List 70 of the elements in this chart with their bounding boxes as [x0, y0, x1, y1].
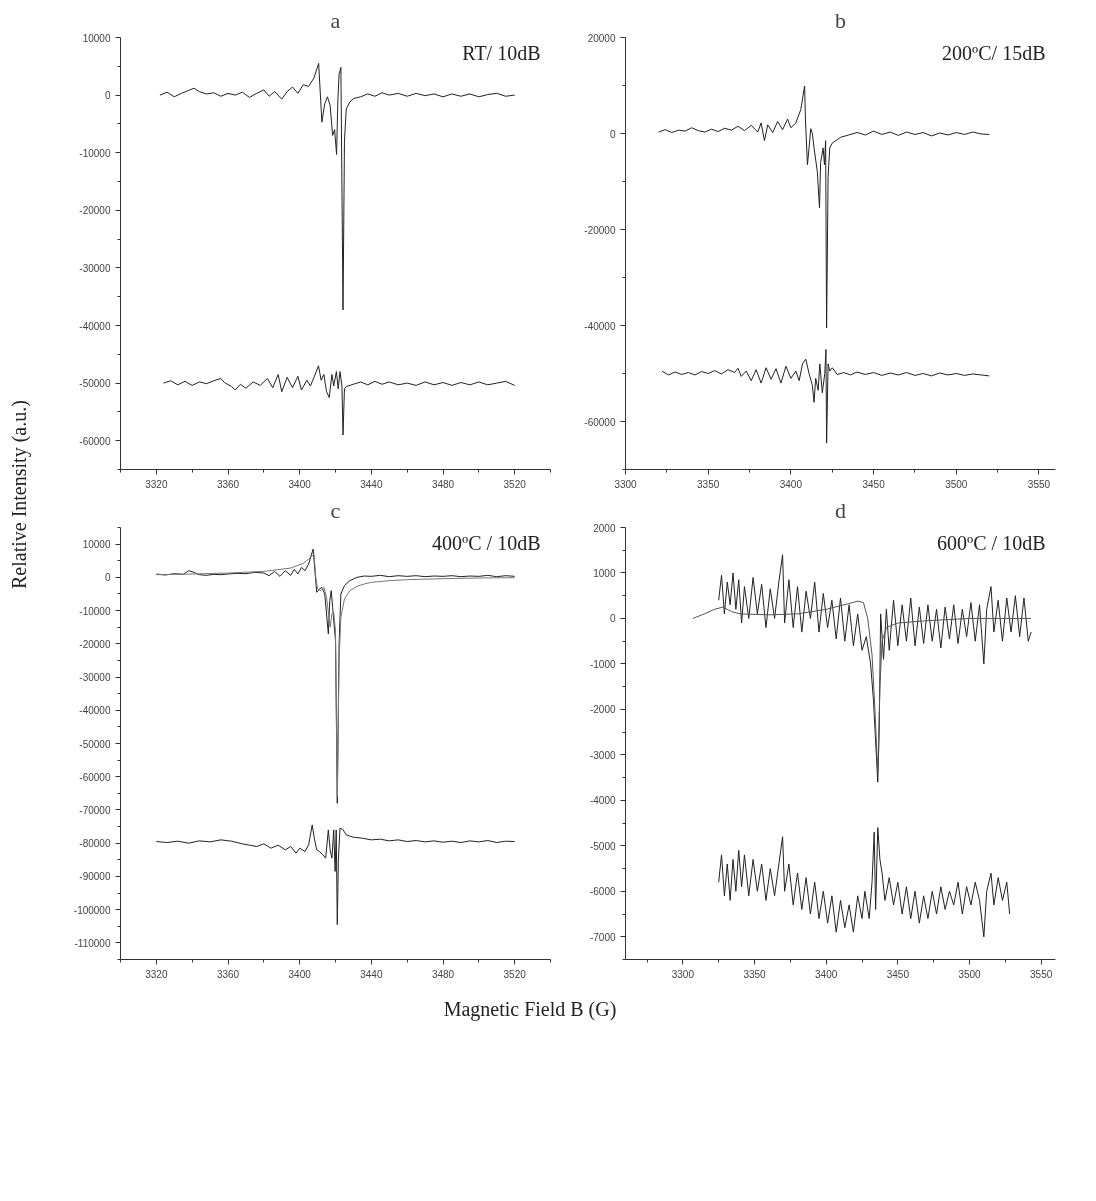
y-tick-label: 0	[104, 90, 111, 102]
y-tick-label: 1000	[593, 567, 616, 579]
chart-title: d	[835, 497, 846, 523]
y-tick-label: -60000	[584, 416, 616, 428]
x-tick-label: 3360	[216, 478, 240, 490]
chart-title: a	[330, 7, 341, 33]
x-tick-label: 3400	[815, 968, 838, 980]
y-tick-label: -7000	[589, 931, 616, 943]
y-tick-label: -20000	[79, 638, 111, 650]
chart-title: b	[835, 7, 846, 33]
y-tick-label: -2000	[589, 704, 616, 716]
y-tick-label: -3000	[589, 749, 616, 761]
x-tick-label: 3320	[145, 968, 168, 980]
x-tick-label: 3320	[145, 478, 168, 490]
y-tick-label: -100000	[73, 904, 111, 916]
x-tick-label: 3300	[671, 968, 695, 980]
y-tick-label: -20000	[79, 205, 111, 217]
annotation: 600ºC / 10dB	[937, 531, 1046, 554]
x-tick-label: 3400	[288, 968, 312, 980]
x-tick-label: 3350	[697, 478, 720, 490]
y-tick-label: 0	[609, 128, 616, 140]
x-tick-label: 3520	[503, 478, 527, 490]
y-tick-label: -20000	[584, 224, 616, 236]
y-tick-label: -50000	[79, 378, 111, 390]
chart-title: c	[330, 497, 341, 523]
x-tick-label: 3500	[958, 968, 982, 980]
annotation: 200ºC/ 15dB	[942, 41, 1046, 64]
x-tick-label: 3300	[614, 478, 638, 490]
y-tick-label: 0	[104, 572, 111, 584]
y-axis-title: Relative Intensity (a.u.)	[7, 400, 32, 590]
x-tick-label: 3450	[862, 478, 886, 490]
y-tick-label: -40000	[79, 320, 111, 332]
y-tick-label: -50000	[79, 738, 111, 750]
y-tick-label: -4000	[589, 795, 616, 807]
y-tick-label: 0	[609, 613, 616, 625]
x-tick-label: 3400	[288, 478, 312, 490]
x-tick-label: 3450	[886, 968, 910, 980]
y-tick-label: -90000	[79, 871, 111, 883]
x-tick-label: 3440	[360, 968, 383, 980]
y-tick-label: -60000	[79, 771, 111, 783]
y-tick-label: 10000	[82, 32, 111, 44]
annotation: 400ºC / 10dB	[432, 531, 541, 554]
x-tick-label: 3480	[431, 968, 455, 980]
y-tick-label: -5000	[589, 840, 616, 852]
x-tick-label: 3500	[945, 478, 968, 490]
annotation: RT/ 10dB	[462, 41, 541, 64]
x-tick-label: 3360	[216, 968, 240, 980]
y-tick-label: 2000	[593, 522, 616, 534]
x-axis-title: Magnetic Field B (G)	[443, 997, 617, 1023]
y-tick-label: -6000	[589, 886, 616, 898]
y-tick-label: -40000	[79, 705, 111, 717]
y-tick-label: 10000	[82, 539, 111, 551]
x-tick-label: 3480	[431, 478, 455, 490]
y-tick-label: -70000	[79, 804, 111, 816]
y-tick-label: -110000	[74, 937, 111, 949]
y-tick-label: -10000	[79, 147, 111, 159]
y-tick-label: -40000	[584, 320, 616, 332]
x-tick-label: 3440	[360, 478, 383, 490]
x-tick-label: 3550	[1030, 968, 1053, 980]
y-tick-label: -30000	[79, 262, 111, 274]
y-tick-label: -10000	[79, 605, 111, 617]
x-tick-label: 3350	[743, 968, 767, 980]
y-tick-label: -30000	[79, 672, 111, 684]
y-tick-label: 20000	[587, 32, 616, 44]
y-tick-label: -1000	[589, 658, 616, 670]
y-tick-label: -60000	[79, 435, 111, 447]
x-tick-label: 3400	[779, 478, 803, 490]
x-tick-label: 3520	[503, 968, 527, 980]
x-tick-label: 3550	[1027, 478, 1051, 490]
y-tick-label: -80000	[79, 838, 111, 850]
